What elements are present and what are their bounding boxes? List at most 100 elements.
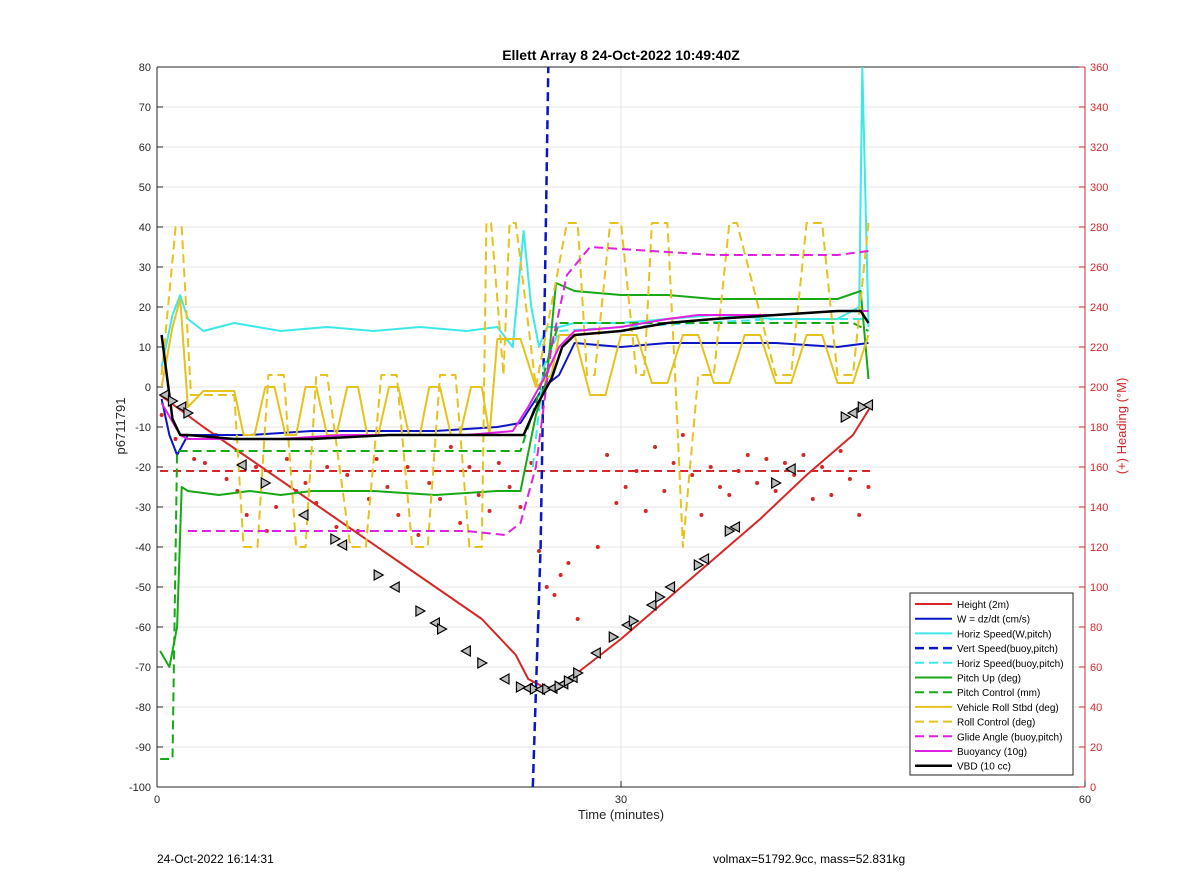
height-marker (529, 682, 541, 696)
heading-point (566, 561, 571, 565)
heading-point (643, 509, 648, 513)
y-tick-label: 40 (139, 222, 151, 234)
heading-point (595, 545, 600, 549)
y2-axis-label: (+) Heading (°M) (1114, 378, 1129, 475)
series-line-8 (160, 222, 870, 548)
heading-point (782, 461, 787, 465)
height-marker (167, 394, 179, 408)
y2-tick-label: 160 (1090, 462, 1108, 474)
legend-label: Horiz Speed(buoy,pitch) (957, 659, 1064, 670)
series-line-9 (187, 246, 869, 536)
height-marker (771, 476, 782, 490)
heading-point (438, 497, 443, 501)
height-marker (608, 630, 620, 644)
y2-tick-label: 360 (1090, 62, 1108, 74)
heading-point (773, 489, 778, 493)
y-tick-label: -90 (135, 742, 151, 754)
footer-date: 24-Oct-2022 16:14:31 (157, 852, 274, 866)
y-tick-label: -70 (135, 662, 151, 674)
heading-point (253, 465, 258, 469)
heading-point (244, 513, 249, 517)
heading-point (374, 457, 379, 461)
heading-point (866, 485, 871, 489)
y2-tick-label: 0 (1090, 782, 1096, 794)
footer-info: volmax=51792.9cc, mass=52.831kg (713, 852, 906, 866)
heading-point (334, 525, 339, 529)
heading-point (448, 445, 453, 449)
heading-point (764, 457, 769, 461)
height-marker (260, 476, 272, 490)
heading-point (727, 493, 732, 497)
height-marker (460, 644, 471, 658)
height-marker (862, 398, 874, 412)
height-marker (857, 400, 869, 414)
legend-label: Roll Control (deg) (957, 718, 1035, 729)
heading-point (810, 497, 815, 501)
heading-point (405, 465, 410, 469)
heading-point (653, 445, 658, 449)
y2-tick-label: 60 (1090, 662, 1102, 674)
height-marker (840, 410, 852, 424)
height-marker (729, 520, 741, 534)
y-tick-label: -40 (135, 542, 151, 554)
y-tick-label: 20 (139, 302, 151, 314)
heading-point (303, 481, 308, 485)
y2-tick-label: 20 (1090, 742, 1102, 754)
y2-tick-label: 140 (1090, 502, 1108, 514)
height-marker (373, 568, 385, 582)
height-marker (698, 552, 710, 566)
heading-point (671, 461, 676, 465)
heading-point (829, 493, 834, 497)
height-marker (724, 524, 736, 538)
y2-tick-label: 200 (1090, 382, 1108, 394)
heading-point (173, 437, 178, 441)
heading-point (614, 501, 619, 505)
y2-tick-label: 320 (1090, 142, 1108, 154)
heading-point (487, 509, 492, 513)
height-marker (388, 580, 400, 594)
height-marker (330, 532, 342, 546)
x-axis-label: Time (minutes) (578, 807, 664, 822)
heading-point (838, 449, 843, 453)
plot-layer: -100-90-80-70-60-50-40-30-20-10010203040… (129, 62, 1108, 806)
y2-tick-label: 100 (1090, 582, 1108, 594)
y-tick-label: 0 (145, 382, 151, 394)
y2-tick-label: 80 (1090, 622, 1102, 634)
y-tick-label: 10 (139, 342, 151, 354)
heading-point (634, 469, 639, 473)
heading-point (690, 473, 695, 477)
heading-point (458, 521, 463, 525)
heading-point (518, 505, 523, 509)
height-marker (415, 604, 427, 618)
height-marker (336, 538, 348, 552)
heading-point (820, 465, 825, 469)
heading-point (605, 453, 610, 457)
y2-tick-label: 180 (1090, 422, 1108, 434)
y-tick-label: 70 (139, 102, 151, 114)
x-tick-label: 60 (1079, 794, 1091, 806)
heading-point (736, 469, 741, 473)
y-tick-label: -50 (135, 582, 151, 594)
heading-point (847, 477, 852, 481)
height-marker (645, 598, 657, 612)
legend-label: Pitch Control (mm) (957, 688, 1040, 699)
height-marker (846, 406, 858, 420)
series-line-2 (160, 67, 870, 368)
height-marker (590, 646, 601, 660)
series-line-5 (159, 282, 870, 668)
heading-point (284, 457, 289, 461)
heading-point (857, 513, 862, 517)
heading-point (680, 433, 685, 437)
legend-label: Glide Angle (buoy,pitch) (957, 732, 1062, 743)
series-line-7 (160, 298, 870, 436)
chart-title: Ellett Array 8 24-Oct-2022 10:49:40Z (502, 47, 740, 63)
y2-tick-label: 120 (1090, 542, 1108, 554)
height-marker (542, 682, 553, 696)
legend-label: Vert Speed(buoy,pitch) (957, 644, 1058, 655)
y-tick-label: 50 (139, 182, 151, 194)
heading-point (159, 413, 164, 417)
legend-label: Horiz Speed(W,pitch) (957, 629, 1051, 640)
heading-point (662, 489, 667, 493)
